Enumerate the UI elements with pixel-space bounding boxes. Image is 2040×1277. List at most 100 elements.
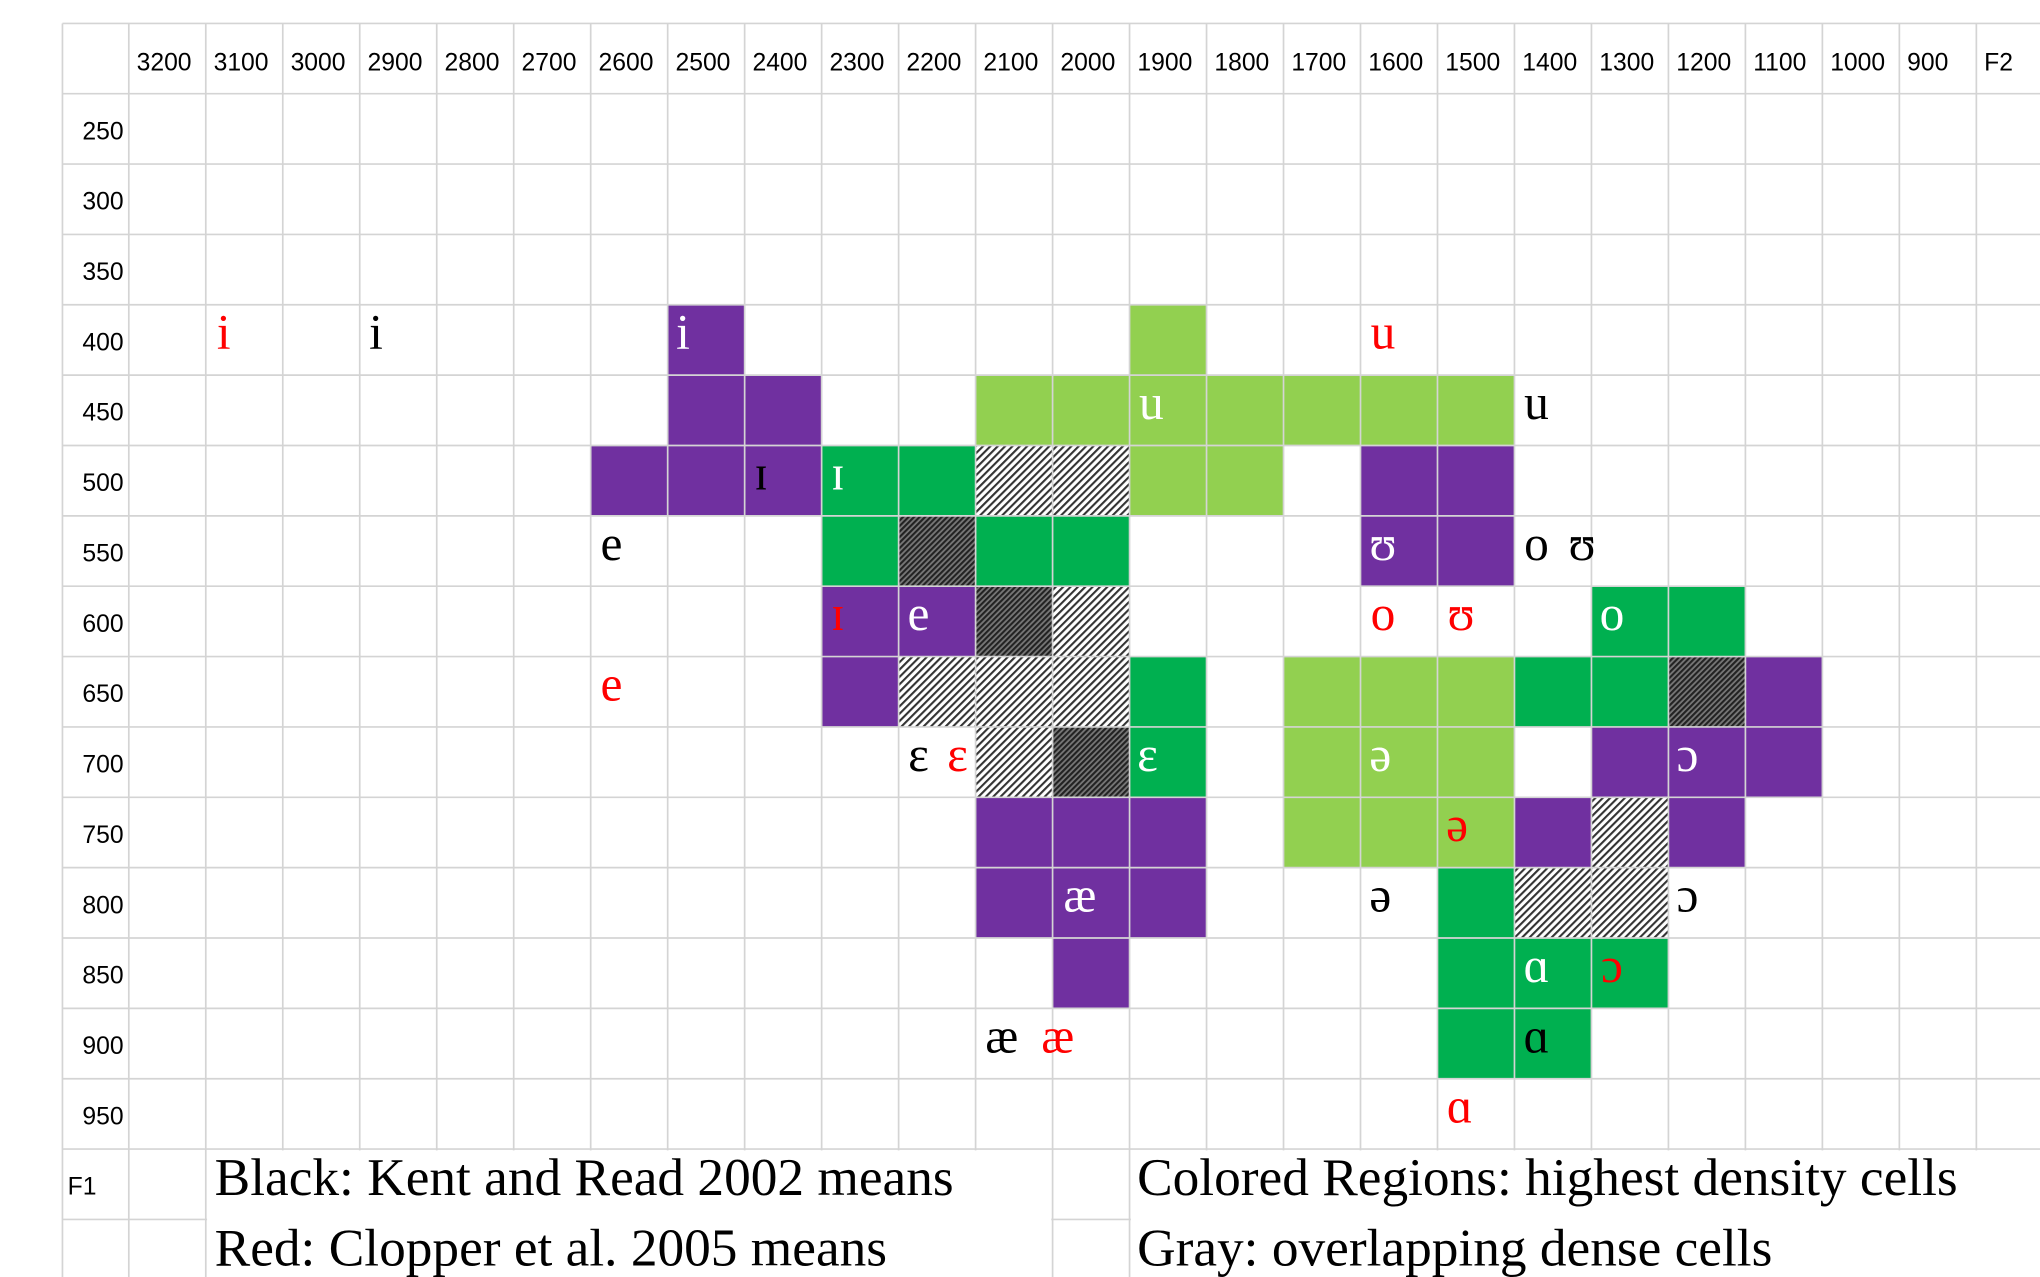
row-header: 500 [82,470,123,497]
vowel-symbol: ɑ [1524,938,1550,993]
density-cell [1437,726,1515,798]
density-cell [1283,726,1361,798]
row-header: 950 [82,1103,123,1130]
density-cell [1668,797,1746,869]
column-header: 2500 [675,49,730,76]
legend-text: Colored Regions: highest density cells [1137,1147,1958,1207]
density-cell [1129,726,1207,798]
density-cell [1052,797,1130,869]
density-cell [1514,1008,1592,1080]
vowel-symbol: ə [1446,797,1468,852]
density-cell [975,656,1053,728]
vowel-symbol: ɪ [831,586,845,641]
column-header: 2800 [445,49,500,76]
density-cell [1360,515,1438,587]
column-header: 3100 [214,49,269,76]
row-header: F1 [68,1174,97,1201]
column-header: 1800 [1214,49,1269,76]
density-cell [667,304,746,376]
vowel-symbol: æ [985,1008,1018,1063]
density-cell [975,515,1053,587]
density-cell [1360,656,1438,728]
vowel-symbol: ʊ [1447,586,1474,641]
vowel-symbol: ɔ [1676,868,1698,923]
vowel-symbol: æ [1063,868,1096,923]
density-cell [1591,656,1669,728]
vowel-symbol: ɔ [1601,938,1623,993]
density-cell [1206,375,1284,446]
column-header: 1200 [1676,49,1731,76]
column-header: 3000 [291,49,346,76]
density-cell [975,867,1053,939]
density-cell [1129,445,1207,517]
density-cell [1591,726,1669,798]
vowel-symbol: ɪ [754,445,768,500]
density-cell [898,515,976,587]
density-cell [1591,797,1669,869]
legend-text: Gray: overlapping dense cells [1137,1218,1772,1277]
vowel-symbol: o [1524,516,1549,571]
vowel-symbol: e [601,656,623,711]
legend-text: Black: Kent and Read 2002 means [215,1147,954,1207]
vowel-symbol: e [601,516,623,571]
density-cell [744,445,823,517]
row-header: 650 [82,681,123,708]
density-cell [1514,797,1592,869]
density-cell [1668,726,1746,798]
density-cell [1129,797,1207,869]
density-cell [1129,867,1207,939]
vowel-symbol: ɑ [1447,1079,1473,1134]
column-header: 1700 [1291,49,1346,76]
density-cell [1360,375,1438,446]
vowel-symbol: u [1524,375,1549,430]
density-cell [1668,586,1746,657]
column-header: 1000 [1830,49,1885,76]
column-header: 1300 [1599,49,1654,76]
vowel-symbol: ə [1369,727,1391,782]
density-cell [1437,445,1515,517]
row-header: 750 [82,822,123,849]
density-cell [1360,797,1438,869]
density-cell [1052,445,1130,517]
density-cell [1129,375,1207,446]
density-cell [1514,656,1592,728]
vowel-symbol: ə [1369,868,1391,923]
vowel-symbol: ʊ [1568,516,1595,571]
density-cell [1437,515,1515,587]
density-cell [898,445,976,517]
density-cell [1360,445,1438,517]
legend-text: Red: Clopper et al. 2005 means [215,1218,887,1277]
density-cell [1206,445,1284,517]
row-header: 850 [82,963,123,990]
density-cell [1437,1008,1515,1080]
row-header: 800 [82,892,123,919]
density-cell [1514,938,1592,1009]
density-cell [975,726,1053,798]
vowel-symbol: e [908,586,930,641]
density-cell [667,375,746,446]
density-cell [1283,656,1361,728]
vowel-symbol: ʊ [1369,516,1396,571]
density-cell [1052,515,1130,587]
density-cell [1437,797,1515,869]
vowel-symbol: æ [1041,1008,1074,1063]
column-header: 2400 [752,49,807,76]
vowel-symbol: i [676,305,690,360]
density-cell [1360,726,1438,798]
column-header: F2 [1984,49,2013,76]
row-header: 300 [82,189,123,216]
row-header: 700 [82,752,123,779]
vowel-symbol: i [217,305,231,360]
density-cell [1052,867,1130,939]
density-cell [975,797,1053,869]
vowel-symbol: ɛ [1137,727,1158,782]
vowel-symbol: ɔ [1676,727,1698,782]
row-header: 350 [82,259,123,286]
row-header: 550 [82,540,123,567]
legend-cell [1130,1150,2040,1277]
density-cell [975,586,1053,657]
column-header: 2600 [598,49,653,76]
density-cell [1052,938,1130,1009]
